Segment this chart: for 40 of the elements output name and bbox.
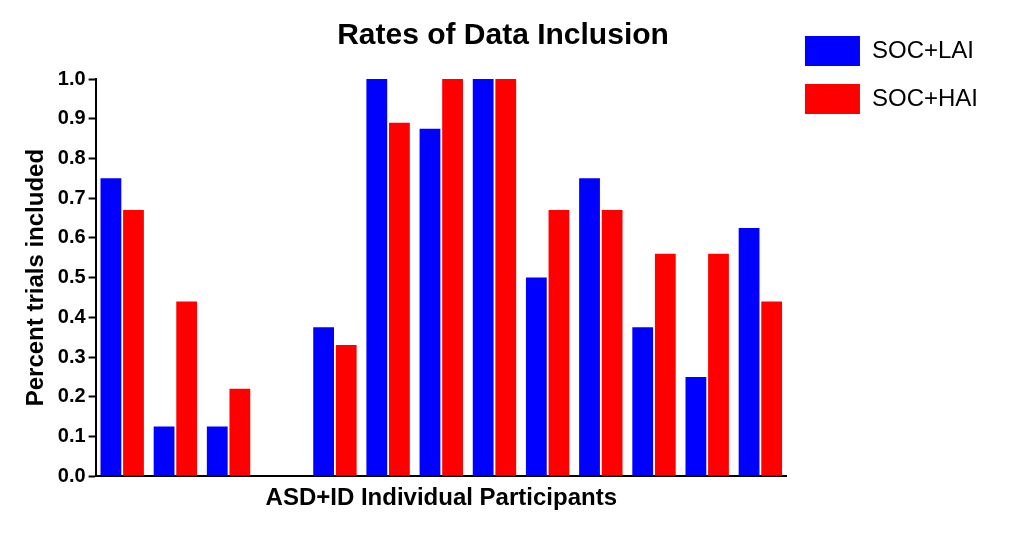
bar: [654, 253, 676, 476]
bar: [738, 227, 760, 476]
bar: [442, 79, 463, 476]
y-tick-label: 0.8: [57, 145, 86, 168]
bar: [761, 301, 783, 476]
y-tick-label: 0.4: [57, 304, 87, 327]
bar: [313, 327, 335, 476]
bar: [176, 301, 198, 476]
y-tick-label: 1.0: [57, 66, 86, 89]
y-tick-label: 0.6: [57, 225, 86, 248]
bar: [601, 210, 623, 476]
bar: [419, 128, 441, 476]
y-tick-label: 0.5: [57, 265, 86, 288]
y-tick-label: 0.3: [57, 344, 86, 367]
chart-title: Rates of Data Inclusion: [337, 17, 669, 51]
bar: [229, 388, 251, 476]
bar: [153, 426, 175, 476]
bar: [548, 210, 570, 476]
bar: [685, 376, 707, 476]
y-tick-label: 0.7: [57, 185, 86, 208]
y-tick-label: 0.0: [57, 463, 86, 486]
legend-label: SOC+LAI: [871, 35, 975, 63]
y-tick-label: 0.9: [57, 106, 86, 129]
bar: [335, 345, 357, 476]
bar: [389, 122, 410, 476]
bar: [123, 210, 144, 476]
bar: [495, 79, 517, 476]
bar: [579, 178, 600, 476]
bar: [100, 178, 122, 476]
y-tick-label: 0.2: [57, 384, 86, 407]
x-axis-title: ASD+ID Individual Participants: [265, 483, 617, 511]
bar: [366, 79, 388, 476]
bar: [632, 327, 654, 476]
y-axis-title: Percent trials included: [21, 148, 49, 407]
bar: [525, 277, 547, 476]
legend-label: SOC+HAI: [871, 83, 978, 111]
bar: [472, 79, 494, 476]
y-tick-label: 0.1: [57, 424, 86, 446]
bar: [206, 426, 228, 476]
bar: [708, 253, 729, 476]
